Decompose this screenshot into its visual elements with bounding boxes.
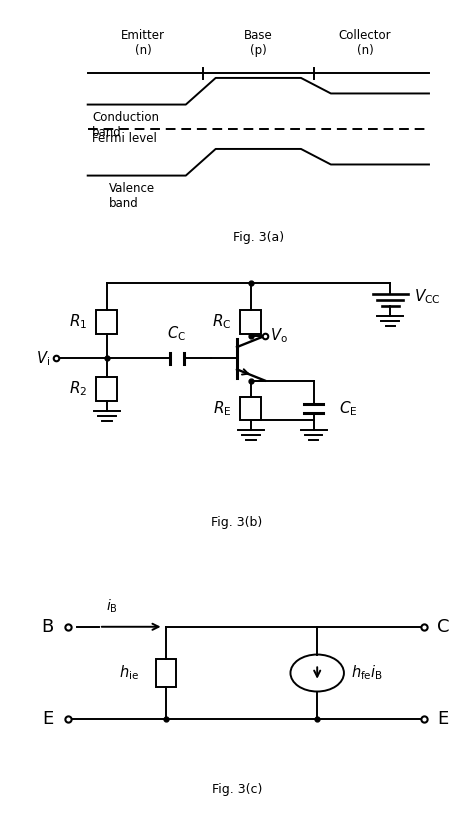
Text: Collector
(n): Collector (n) (338, 29, 392, 57)
Bar (155, 659, 176, 687)
Text: Valence
band: Valence band (109, 182, 155, 210)
Text: Conduction
band: Conduction band (92, 111, 159, 139)
Text: $R_2$: $R_2$ (69, 380, 87, 399)
Text: Emitter
(n): Emitter (n) (121, 29, 165, 57)
Text: $V_{\rm o}$: $V_{\rm o}$ (271, 326, 288, 345)
Text: $V_{\rm i}$: $V_{\rm i}$ (36, 349, 50, 367)
Text: $h_{\rm fe}i_{\rm B}$: $h_{\rm fe}i_{\rm B}$ (351, 663, 383, 682)
Text: E: E (437, 710, 448, 728)
Text: E: E (42, 710, 53, 728)
Bar (240, 397, 261, 420)
Text: C: C (437, 618, 449, 635)
Text: Fig. 3(b): Fig. 3(b) (211, 515, 263, 529)
Text: Fig. 3(a): Fig. 3(a) (233, 231, 284, 244)
Text: Base
(p): Base (p) (244, 29, 273, 57)
Text: $h_{\rm ie}$: $h_{\rm ie}$ (119, 663, 139, 682)
Bar (97, 377, 118, 401)
Bar (97, 310, 118, 334)
Text: B: B (42, 618, 54, 635)
Text: $R_{\rm C}$: $R_{\rm C}$ (212, 312, 232, 331)
Text: $C_{\rm C}$: $C_{\rm C}$ (167, 324, 186, 343)
Text: $C_{\rm E}$: $C_{\rm E}$ (339, 399, 358, 418)
Bar (240, 310, 261, 334)
Text: $R_1$: $R_1$ (69, 312, 87, 331)
Text: $R_{\rm E}$: $R_{\rm E}$ (213, 399, 231, 418)
Text: $i_{\rm B}$: $i_{\rm B}$ (106, 598, 118, 615)
Text: Fig. 3(c): Fig. 3(c) (212, 783, 262, 797)
Text: Fermi level: Fermi level (92, 132, 157, 145)
Text: $V_{\rm CC}$: $V_{\rm CC}$ (413, 288, 440, 306)
